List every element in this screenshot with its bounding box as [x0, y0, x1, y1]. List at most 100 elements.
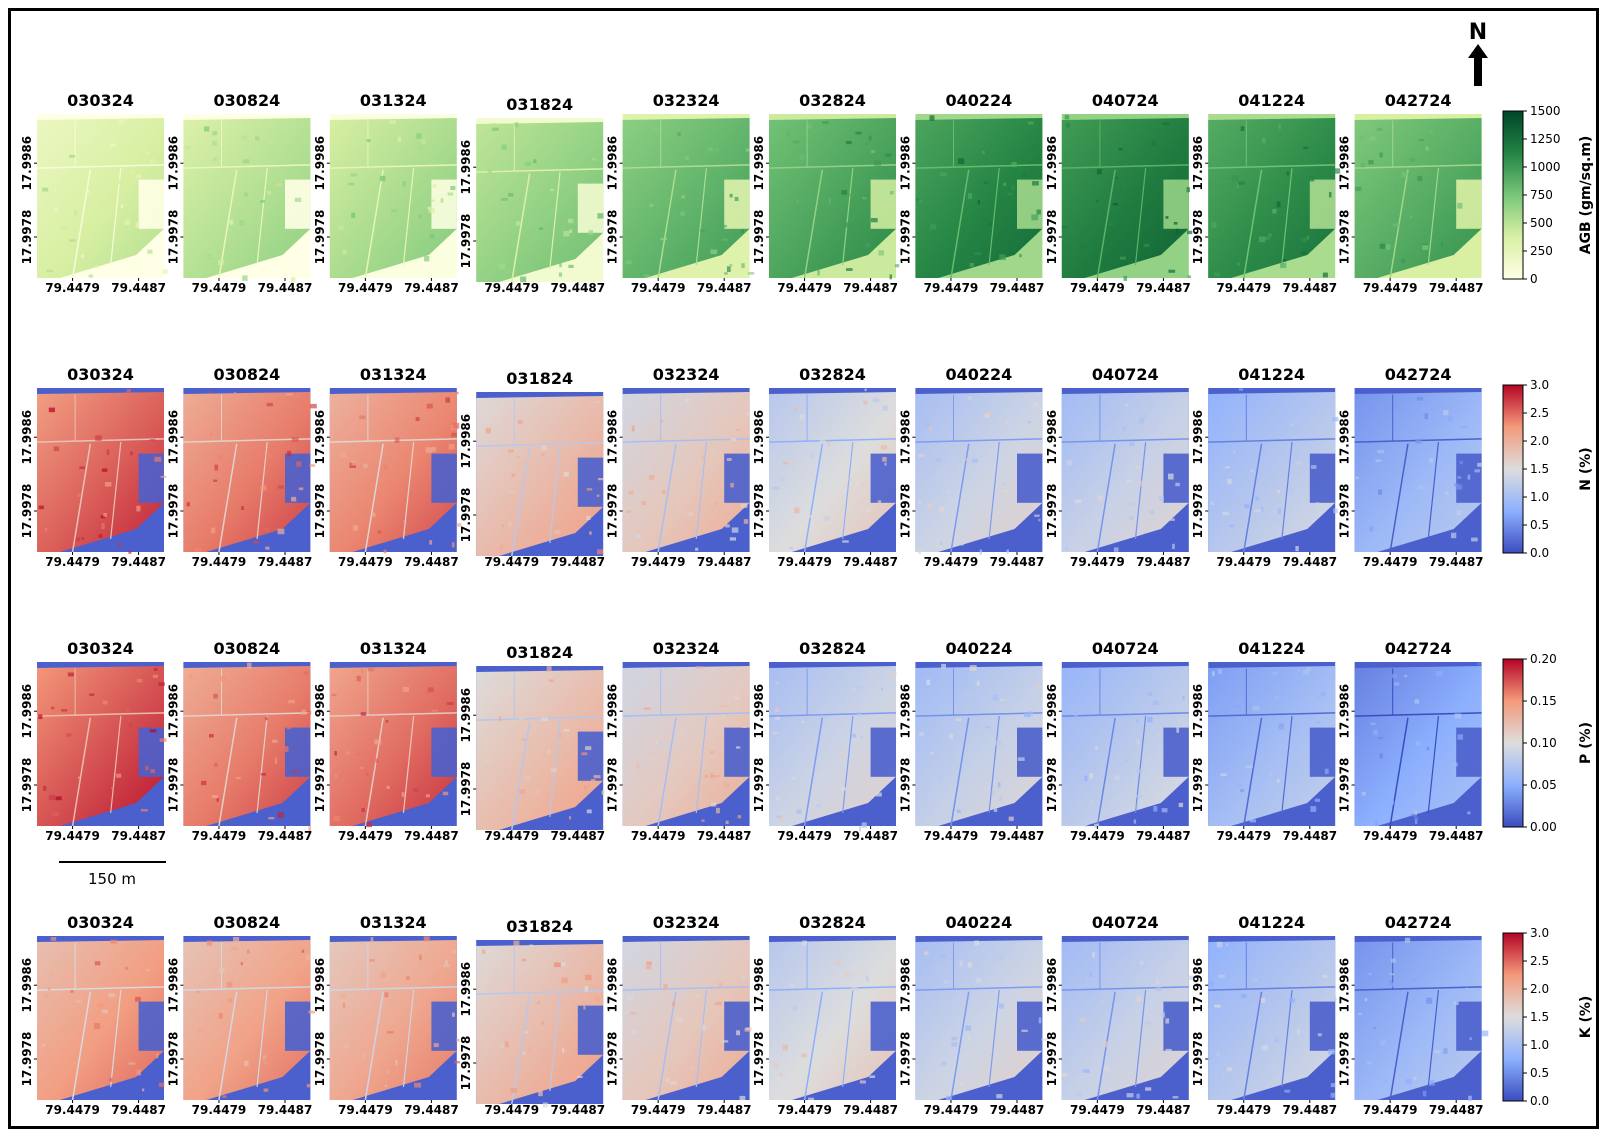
pixel-patch — [839, 750, 845, 756]
pixel-patch — [1421, 407, 1427, 411]
pixel-patch — [149, 729, 157, 733]
field-divider — [657, 443, 677, 553]
pixel-patch — [1251, 1024, 1255, 1029]
pixel-patch — [800, 414, 804, 420]
lon-tick-label: 79.4487 — [843, 281, 898, 295]
pixel-patch — [44, 994, 48, 999]
pixel-patch — [342, 249, 347, 255]
pixel-patch — [1022, 173, 1026, 178]
pixel-patch — [1474, 469, 1481, 473]
pixel-patch — [252, 540, 259, 544]
pixel-patch — [541, 717, 548, 722]
pixel-patch — [626, 995, 634, 1001]
field-area — [915, 392, 1043, 552]
pixel-patch — [1390, 982, 1396, 987]
field-divider — [71, 991, 92, 1101]
pixel-patch — [721, 238, 729, 241]
field-divider — [657, 717, 677, 827]
lat-tick-label: 17.9986 — [459, 140, 473, 195]
pixel-patch — [929, 115, 935, 121]
pixel-patch — [38, 714, 43, 720]
pixel-patch — [60, 225, 68, 230]
pixel-patch — [1113, 547, 1119, 552]
pixel-patch — [547, 749, 551, 754]
adjacent-plot — [724, 179, 750, 229]
pixel-patch — [796, 809, 802, 814]
pixel-patch — [956, 809, 961, 813]
lon-tick-label: 79.4479 — [924, 555, 979, 569]
pixel-patch — [142, 1088, 145, 1092]
colorbar-tick-label: 1000 — [1530, 160, 1561, 174]
pixel-patch — [1101, 395, 1108, 398]
pixel-patch — [1124, 759, 1128, 763]
lat-tick-label: 17.9978 — [313, 1032, 327, 1087]
pixel-patch — [1436, 671, 1443, 677]
pixel-patch — [136, 505, 141, 512]
pixel-patch — [1249, 819, 1256, 823]
pixel-patch — [262, 1061, 268, 1064]
lon-tick-label: 79.4479 — [777, 829, 832, 843]
pixel-patch — [226, 981, 233, 988]
pixel-patch — [915, 198, 922, 201]
pixel-patch — [855, 131, 862, 135]
pixel-patch — [1226, 1067, 1233, 1072]
pixel-patch — [999, 795, 1002, 801]
pixel-patch — [109, 143, 116, 148]
pixel-patch — [729, 193, 733, 198]
pixel-patch — [1156, 987, 1162, 991]
pixel-patch — [75, 537, 81, 542]
pixel-patch — [394, 130, 400, 134]
pixel-patch — [153, 668, 158, 671]
field-divider — [71, 169, 92, 279]
pixel-patch — [633, 974, 637, 980]
lon-tick-label: 79.4487 — [1282, 555, 1337, 569]
pixel-patch — [721, 715, 725, 719]
pixel-patch — [288, 699, 295, 704]
pixel-patch — [1187, 230, 1193, 235]
pixel-patch — [228, 998, 232, 1003]
pixel-patch — [310, 403, 317, 409]
pixel-patch — [334, 751, 337, 756]
pixel-patch — [741, 263, 745, 269]
pixel-patch — [429, 234, 435, 239]
pixel-patch — [1417, 485, 1425, 490]
field-divider — [1354, 712, 1482, 717]
pixel-patch — [130, 451, 133, 456]
pixel-patch — [918, 548, 921, 555]
adjacent-plot — [1309, 1001, 1336, 1051]
field-divider — [364, 169, 384, 279]
pixel-patch — [501, 198, 508, 201]
pixel-patch — [957, 158, 965, 164]
pixel-patch — [561, 977, 568, 984]
pixel-patch — [135, 222, 140, 228]
pixel-patch — [540, 536, 547, 541]
lat-tick-label: 17.9986 — [166, 410, 180, 465]
field-area — [769, 666, 896, 826]
adjacent-plot — [1017, 1001, 1043, 1051]
pixel-patch — [402, 686, 409, 692]
pixel-patch — [1176, 727, 1180, 733]
pixel-patch — [791, 461, 796, 466]
pixel-patch — [1429, 458, 1434, 464]
lon-tick-label: 79.4479 — [484, 1103, 539, 1117]
field-divider — [329, 164, 457, 169]
pixel-patch — [976, 680, 980, 687]
lat-tick-label: 17.9986 — [313, 958, 327, 1013]
pixel-patch — [1214, 272, 1220, 276]
pixel-patch — [69, 239, 76, 242]
pixel-patch — [95, 487, 98, 492]
pixel-patch — [775, 796, 781, 801]
pixel-patch — [118, 179, 124, 184]
pixel-patch — [1211, 222, 1217, 228]
pixel-patch — [429, 540, 433, 545]
pixel-patch — [1254, 509, 1262, 512]
pixel-patch — [1252, 705, 1260, 711]
field-divider — [950, 991, 970, 1101]
pixel-patch — [586, 515, 591, 520]
panel-title: 030824 — [214, 639, 281, 658]
pixel-patch — [136, 1069, 141, 1076]
pixel-patch — [774, 707, 779, 712]
field-divider — [511, 447, 531, 557]
pixel-patch — [1276, 490, 1280, 494]
